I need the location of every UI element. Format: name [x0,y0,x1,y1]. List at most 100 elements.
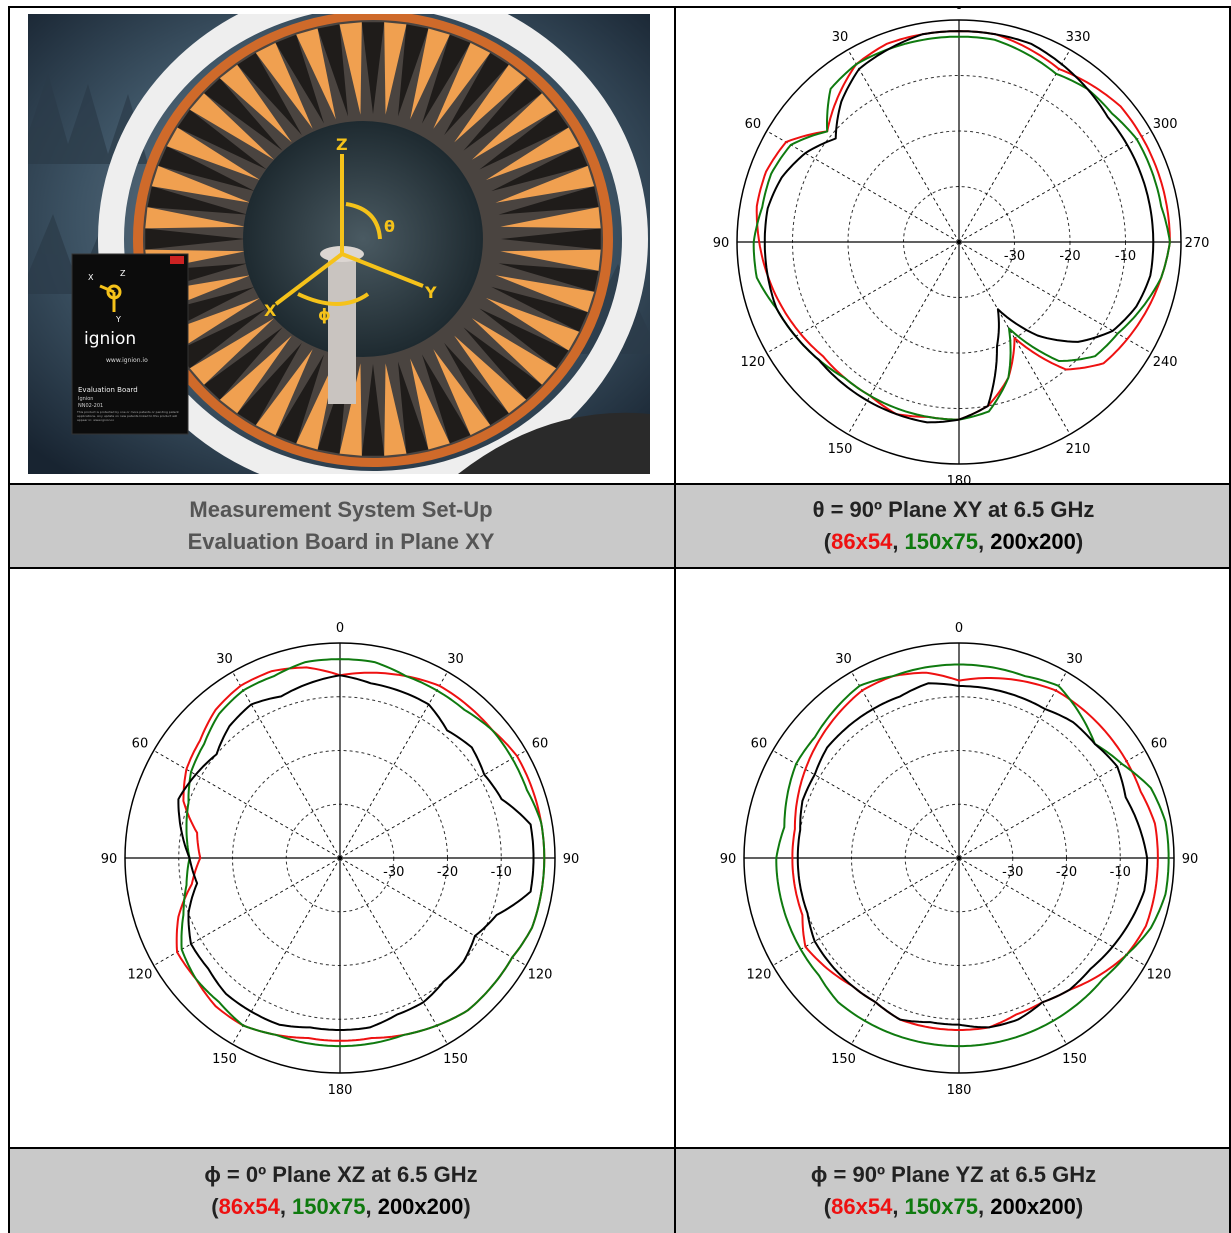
absorber-spike [397,24,429,117]
caption-setup: Measurement System Set-Up Evaluation Boa… [8,485,674,567]
absorber-spike [454,64,527,143]
polar-radial-tick-label: -20 [1056,865,1077,880]
caption-setup-line2: Evaluation Board in Plane XY [187,529,495,554]
polar-series-150x75 [752,35,1171,421]
evaluation-board: Z X Y ignion www.ignion.io Evaluation Bo… [71,253,189,435]
absorber-spike [177,308,267,369]
absorber-spike [410,28,450,120]
caption-yz-legend: (86x54, 150x75, 200x200) [824,1191,1083,1223]
table-border [8,1147,1231,1149]
absorber-spike [491,286,588,332]
absorber-spike [471,93,557,160]
polar-angle-label: 150 [212,1052,237,1067]
legend-open: ( [823,1194,832,1219]
polar-radial-tick-label: -30 [1002,865,1023,880]
polar-spoke [847,49,960,243]
caption-xy-legend: (86x54, 150x75, 200x200) [824,526,1083,558]
table-border [8,6,10,1233]
polar-angle-label: 90 [101,852,118,867]
legend-open: ( [823,529,832,554]
absorber-spike [275,354,325,444]
legend-sep: , [365,1194,378,1219]
absorber-spike [166,127,261,181]
polar-angle-label: 120 [1147,968,1172,983]
polar-angle-label: 180 [947,1083,972,1098]
absorber-spike [296,358,336,450]
polar-radial-tick-label: -20 [1059,249,1080,264]
legend-green-150x75: 150x75 [292,1194,366,1219]
board-axis-z: Z [120,269,126,278]
absorber-spike [384,363,407,456]
legend-red-86x54: 86x54 [218,1194,280,1219]
polar-angle-label: 60 [132,737,149,752]
absorber-spike [275,34,325,124]
axis-y-label: Y [424,283,437,302]
polar-chart-yz: 0 30 60 90 120 150 180 150 120 90 60 30 -30 -20 -10 [720,621,1199,1098]
absorber-spike [471,318,557,385]
polar-angle-label: 60 [751,737,768,752]
absorber-spike [255,349,313,436]
absorber-spike [421,354,471,444]
table-border [8,483,1231,485]
legend-black-200x200: 200x200 [990,529,1076,554]
polar-angle-label: 180 [947,474,972,483]
figure-grid: Z X Y θ ϕ Z X Y ignion www.ignion.io [8,6,1231,1233]
board-sub1: Ignion [78,396,93,402]
polar-angle-label: 30 [447,652,464,667]
caption-yz-line1: ϕ = 90º Plane YZ at 6.5 GHz [810,1162,1097,1187]
absorber-spike [500,207,601,229]
polar-angle-label: 30 [832,30,849,45]
caption-xz-line1: ϕ = 0º Plane XZ at 6.5 GHz [204,1162,478,1187]
polar-angle-label: 0 [955,6,963,13]
polar-radial-tick-label: -10 [1110,865,1131,880]
axis-phi-label: ϕ [318,305,331,324]
table-border [8,567,1231,569]
polar-spoke [766,130,960,243]
legend-close: ) [463,1194,471,1219]
polar-series-200x200 [763,30,1155,424]
absorber-spike [479,308,569,369]
polar-spoke [772,750,960,859]
table-border [8,6,1231,8]
legend-green-150x75: 150x75 [904,529,978,554]
polar-series-200x200 [796,682,1149,1029]
absorber-spike [145,228,245,250]
polar-radial-tick-label: -30 [1004,249,1025,264]
absorber-spike [204,327,283,400]
polar-angle-label: 120 [528,968,553,983]
table-border [1229,6,1231,1233]
polar-radial-tick-label: -20 [437,865,458,880]
absorber-spike [421,34,471,124]
polar-angle-label: 330 [1066,30,1091,45]
caption-setup-line1: Measurement System Set-Up [189,497,493,522]
polar-spoke [851,671,960,859]
absorber-spike [166,297,261,351]
polar-radial-tick-label: -10 [1115,249,1136,264]
board-url: www.ignion.io [106,357,148,364]
chart-xy-cell: 0 30 60 90 120 150 180 210 240 270 300 330 -30 -20 -10 [676,6,1231,483]
polar-angle-label: 60 [745,117,762,132]
polar-angle-label: 30 [216,652,233,667]
absorber-spike [296,28,336,120]
polar-angle-label: 300 [1153,117,1178,132]
polar-angle-label: 180 [328,1083,353,1098]
absorber-spike [339,363,362,456]
absorber-spike [463,327,542,400]
polar-angle-label: 90 [720,852,737,867]
absorber-spike [177,109,267,170]
absorber-spike [501,228,601,250]
polar-series-150x75 [775,663,1170,1048]
absorber-spike [454,335,527,414]
polar-radial-tick-label: -30 [383,865,404,880]
absorber-spike [444,52,509,136]
polar-spoke [339,671,448,859]
table-border [674,6,676,1233]
legend-sep: , [279,1194,293,1219]
absorber-spike [255,42,313,129]
polar-spoke [958,130,1152,243]
absorber-spike [444,342,509,426]
polar-spoke [847,241,960,435]
caption-xz-legend: (86x54, 150x75, 200x200) [211,1191,470,1223]
polar-spoke [958,241,1152,354]
legend-sep: , [977,1194,991,1219]
